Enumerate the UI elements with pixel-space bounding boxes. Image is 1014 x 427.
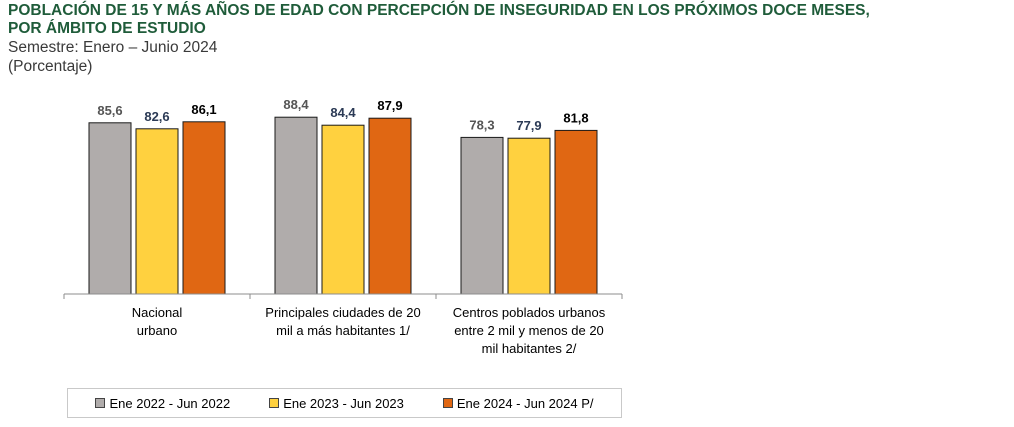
category-label-3: Centros poblados urbanos entre 2 mil y me… bbox=[436, 304, 622, 358]
legend-swatch-2022 bbox=[95, 398, 106, 408]
legend-swatch-2024 bbox=[442, 398, 453, 408]
category-label-line: mil habitantes 2/ bbox=[481, 341, 577, 356]
legend-label-2024: Ene 2024 - Jun 2024 P/ bbox=[456, 395, 594, 411]
category-label-line: Centros poblados urbanos bbox=[452, 305, 606, 320]
chart-subtitle: Semestre: Enero – Junio 2024 bbox=[8, 39, 218, 56]
data-label-1-cat-2: 88,4 bbox=[283, 97, 309, 112]
legend-swatch-2023 bbox=[269, 398, 280, 408]
bar-1-cat-2 bbox=[274, 116, 318, 295]
data-label-2-cat-3: 77,9 bbox=[516, 118, 541, 133]
bar-1-cat-1 bbox=[88, 122, 132, 295]
chart-header: POBLACIÓN DE 15 Y MÁS AÑOS DE EDAD CON P… bbox=[8, 2, 1008, 76]
category-label-line: entre 2 mil y menos de 20 bbox=[454, 323, 604, 338]
category-label-line: Nacional bbox=[131, 305, 183, 320]
data-label-3-cat-1: 86,1 bbox=[191, 102, 216, 117]
data-label-3-cat-3: 81,8 bbox=[563, 110, 588, 125]
bar-2-cat-2 bbox=[321, 124, 365, 295]
chart-title-line1: POBLACIÓN DE 15 Y MÁS AÑOS DE EDAD CON P… bbox=[8, 2, 870, 19]
legend-item-2022: Ene 2022 - Jun 2022 bbox=[95, 396, 230, 411]
chart-title-line2: POR ÁMBITO DE ESTUDIO bbox=[8, 20, 206, 37]
data-label-1-cat-3: 78,3 bbox=[469, 117, 494, 132]
data-label-2-cat-1: 82,6 bbox=[144, 109, 169, 124]
legend-item-2023: Ene 2023 - Jun 2023 bbox=[269, 396, 404, 411]
legend: Ene 2022 - Jun 2022 Ene 2023 - Jun 2023 … bbox=[67, 388, 622, 418]
category-label-line: Principales ciudades de 20 bbox=[265, 305, 421, 320]
bar-2-cat-3 bbox=[507, 137, 551, 295]
bar-3-cat-1 bbox=[182, 121, 226, 295]
data-label-3-cat-2: 87,9 bbox=[377, 98, 402, 113]
bar-2-cat-1 bbox=[135, 128, 179, 295]
category-label-1: Nacional urbano bbox=[64, 304, 250, 340]
bar-3-cat-2 bbox=[368, 117, 412, 295]
data-label-2-cat-2: 84,4 bbox=[330, 105, 356, 120]
legend-item-2024: Ene 2024 - Jun 2024 P/ bbox=[442, 395, 594, 411]
data-label-1-cat-1: 85,6 bbox=[97, 103, 122, 118]
chart-unit: (Porcentaje) bbox=[8, 58, 93, 75]
category-label-2: Principales ciudades de 20 mil a más habi… bbox=[250, 304, 436, 340]
legend-label-2023: Ene 2023 - Jun 2023 bbox=[283, 395, 404, 411]
bar-1-cat-3 bbox=[460, 136, 504, 295]
bar-3-cat-3 bbox=[554, 129, 598, 295]
category-label-line: urbano bbox=[136, 323, 178, 338]
legend-label-2022: Ene 2022 - Jun 2022 bbox=[109, 395, 231, 411]
category-label-line: mil a más habitantes 1/ bbox=[276, 323, 410, 338]
